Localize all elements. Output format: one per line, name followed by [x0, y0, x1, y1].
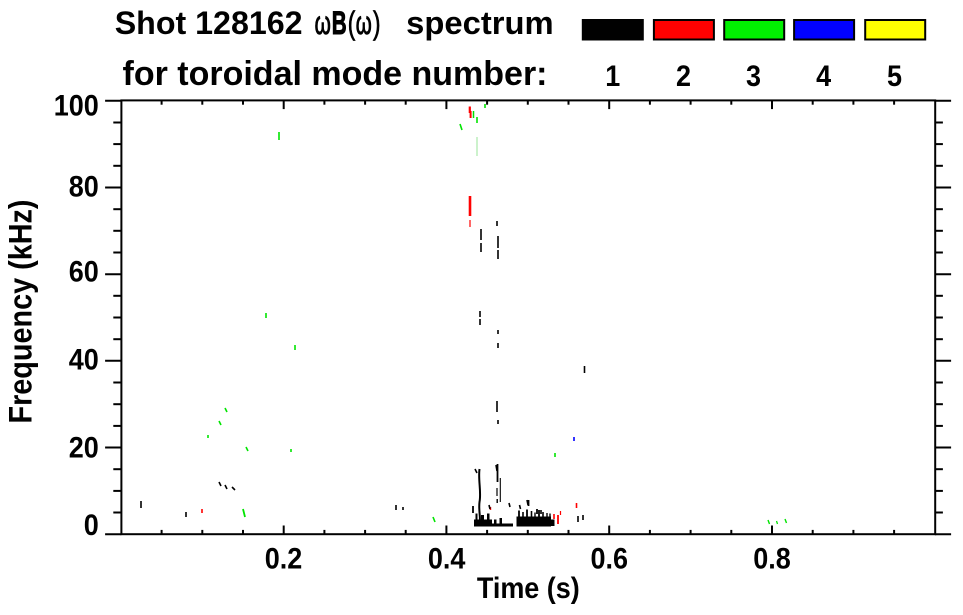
svg-text:0.6: 0.6 — [590, 542, 628, 576]
svg-text:Time (s): Time (s) — [477, 572, 580, 606]
svg-text:): ) — [373, 5, 381, 41]
svg-text:40: 40 — [69, 343, 99, 377]
svg-text:ω: ω — [356, 5, 372, 41]
svg-text:0.4: 0.4 — [428, 542, 466, 576]
svg-text:Shot 128162: Shot 128162 — [115, 5, 303, 41]
svg-text:ω: ω — [315, 5, 331, 41]
svg-text:Frequency (kHz): Frequency (kHz) — [3, 199, 39, 423]
svg-text:B: B — [332, 5, 347, 41]
svg-text:0: 0 — [84, 509, 99, 543]
svg-text:100: 100 — [54, 89, 99, 123]
svg-text:60: 60 — [69, 255, 99, 289]
svg-text:spectrum: spectrum — [406, 5, 553, 41]
svg-text:2: 2 — [676, 60, 691, 94]
svg-text:1: 1 — [605, 60, 620, 94]
svg-text:3: 3 — [746, 60, 761, 94]
svg-text:(: ( — [348, 5, 356, 41]
svg-text:0.8: 0.8 — [753, 542, 791, 576]
svg-text:for toroidal mode number:: for toroidal mode number: — [123, 55, 548, 93]
svg-text:20: 20 — [69, 431, 99, 465]
svg-text:4: 4 — [816, 60, 831, 94]
svg-text:0.2: 0.2 — [265, 542, 303, 576]
svg-text:80: 80 — [69, 170, 99, 204]
svg-text:5: 5 — [887, 60, 902, 94]
